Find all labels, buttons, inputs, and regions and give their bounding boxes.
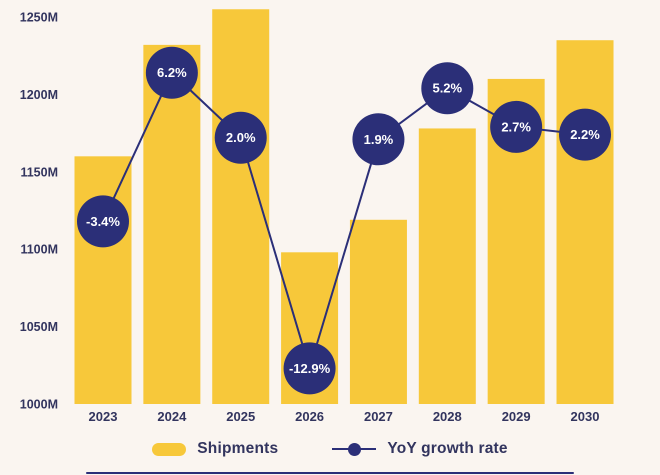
yoy-legend-dot (347, 442, 361, 456)
yoy-label-2028: 5.2% (432, 81, 462, 96)
bar-2024 (143, 44, 201, 404)
x-tick-2030: 2030 (571, 409, 600, 424)
yoy-marker-2024 (145, 46, 198, 99)
y-tick-1150M: 1150M (20, 165, 58, 179)
yoy-label-2024: 6.2% (157, 65, 187, 80)
legend-item-yoy: YoY growth rate (332, 440, 508, 458)
bar-2027 (349, 219, 407, 404)
x-tick-2029: 2029 (502, 409, 531, 424)
yoy-marker-2028 (421, 62, 474, 115)
bar-2025 (212, 9, 270, 404)
bar-2028 (418, 128, 476, 404)
yoy-legend-marker-icon (332, 442, 377, 456)
y-tick-1100M: 1100M (20, 243, 58, 257)
y-tick-1050M: 1050M (20, 320, 58, 334)
yoy-label-2027: 1.9% (364, 132, 394, 147)
yoy-label-2025: 2.0% (226, 130, 256, 145)
x-tick-2023: 2023 (89, 409, 118, 424)
shipments-legend-swatch (152, 442, 187, 456)
x-tick-2026: 2026 (295, 409, 324, 424)
yoy-marker-2026 (283, 342, 336, 395)
x-tick-2025: 2025 (226, 409, 255, 424)
shipments-yoy-chart: 1250M 1200M 1150M 1100M 1050M 1000M 2023 2024 20… (20, 9, 614, 424)
y-tick-1250M: 1250M (20, 11, 58, 25)
yoy-marker-2027 (352, 113, 405, 166)
legend: Shipments YoY growth rate (0, 440, 660, 458)
yoy-marker-2029 (490, 100, 543, 153)
y-tick-1200M: 1200M (20, 88, 58, 102)
y-tick-1000M: 1000M (20, 398, 58, 412)
yoy-marker-2025 (214, 111, 267, 164)
yoy-legend-label: YoY growth rate (387, 440, 508, 457)
bar-2030 (556, 40, 614, 404)
bar-2023 (74, 156, 132, 404)
x-tick-2027: 2027 (364, 409, 393, 424)
yoy-label-2026: -12.9% (289, 361, 331, 376)
footer-rule (86, 471, 574, 474)
yoy-marker-2030 (559, 108, 612, 161)
legend-item-shipments: Shipments (152, 440, 278, 458)
x-tick-2028: 2028 (433, 409, 462, 424)
yoy-label-2023: -3.4% (86, 214, 120, 229)
yoy-marker-2023 (77, 195, 129, 248)
yoy-label-2030: 2.2% (570, 127, 600, 142)
x-tick-2024: 2024 (157, 409, 187, 424)
yoy-label-2029: 2.7% (501, 119, 531, 134)
shipments-legend-label: Shipments (197, 440, 279, 457)
